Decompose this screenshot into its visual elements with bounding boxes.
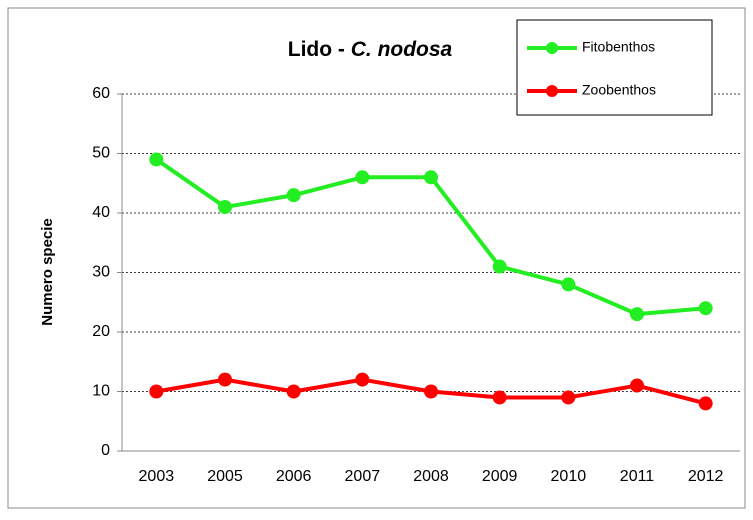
data-point — [149, 152, 164, 167]
y-tick-label: 0 — [101, 442, 110, 459]
x-tick-label: 2003 — [139, 468, 175, 485]
y-axis-label: Numero specie — [39, 218, 56, 326]
data-point — [149, 384, 164, 399]
data-point — [286, 384, 301, 399]
y-tick-label: 40 — [92, 204, 110, 221]
data-point — [698, 396, 713, 411]
legend-marker — [546, 85, 558, 97]
y-tick-label: 50 — [92, 145, 110, 162]
x-tick-label: 2008 — [413, 468, 449, 485]
x-tick-label: 2009 — [482, 468, 518, 485]
data-point — [492, 259, 507, 274]
data-point — [698, 301, 713, 316]
data-point — [561, 277, 576, 292]
x-tick-label: 2006 — [276, 468, 312, 485]
data-point — [492, 390, 507, 405]
legend-marker — [546, 42, 558, 54]
x-tick-label: 2012 — [688, 468, 724, 485]
legend-label: Fitobenthos — [582, 39, 655, 55]
x-tick-label: 2011 — [620, 468, 655, 485]
x-tick-label: 2007 — [345, 468, 381, 485]
data-point — [286, 188, 301, 203]
y-tick-label: 30 — [92, 264, 110, 281]
legend-label: Zoobenthos — [582, 82, 656, 98]
x-tick-label: 2005 — [207, 468, 243, 485]
data-point — [630, 378, 644, 393]
y-tick-label: 20 — [92, 323, 110, 340]
chart-title: Lido - C. nodosa — [288, 38, 453, 61]
data-point — [218, 372, 232, 387]
y-tick-label: 10 — [92, 383, 110, 400]
y-tick-label: 60 — [92, 85, 110, 102]
data-point — [424, 170, 438, 185]
data-point — [561, 390, 576, 405]
data-point — [630, 307, 644, 322]
data-point — [424, 384, 438, 399]
data-point — [355, 372, 370, 387]
data-point — [218, 200, 232, 215]
legend-box — [516, 19, 713, 116]
x-tick-label: 2010 — [551, 468, 587, 485]
data-point — [355, 170, 370, 185]
